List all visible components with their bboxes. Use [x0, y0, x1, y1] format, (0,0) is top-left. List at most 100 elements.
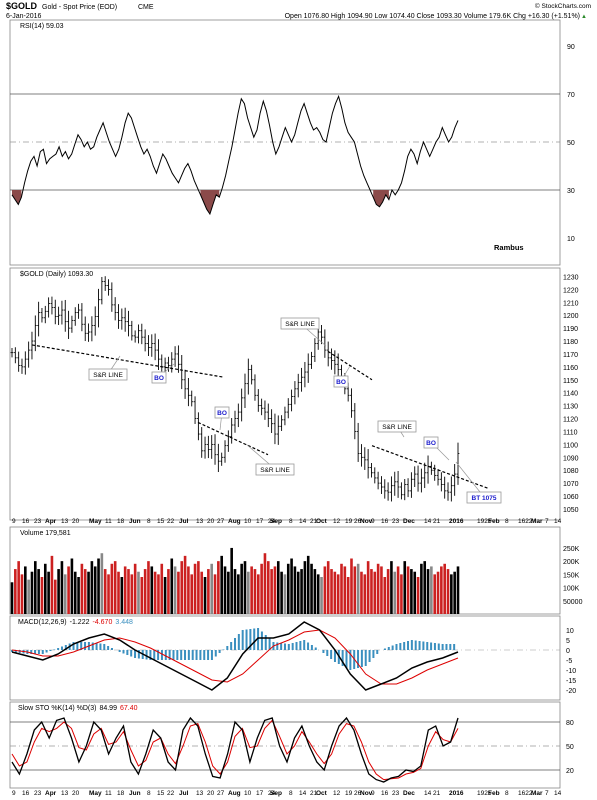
x-axis-label: 21 — [310, 518, 318, 525]
macd-histogram-bar — [180, 650, 183, 660]
price-tick-label: 1110 — [563, 429, 578, 436]
volume-bar — [240, 563, 243, 614]
macd-histogram-bar — [84, 642, 87, 650]
volume-bar — [217, 561, 220, 614]
volume-bar — [346, 577, 350, 614]
macd-histogram-bar — [422, 641, 425, 650]
macd-histogram-bar — [426, 642, 429, 650]
macd-histogram-bar — [299, 641, 302, 650]
volume-bar — [446, 569, 450, 614]
macd-histogram-bar — [210, 650, 213, 660]
x-axis-label: Nov — [360, 518, 373, 525]
macd-histogram-bar — [260, 631, 263, 650]
rsi-title: RSI(14) 59.03 — [20, 23, 64, 30]
macd-histogram-bar — [218, 650, 221, 653]
volume-bar — [353, 566, 357, 614]
volume-bar — [370, 569, 373, 614]
macd-histogram-bar — [34, 650, 37, 654]
stochastic-k-line — [11, 716, 459, 783]
volume-bar — [306, 555, 310, 614]
x-axis-label: 12 — [333, 518, 341, 525]
volume-bar — [127, 569, 130, 614]
macd-histogram-bar — [118, 650, 121, 652]
x-axis-label: 11 — [105, 790, 112, 797]
macd-histogram-bar — [322, 650, 325, 653]
volume-tick-label: 100K — [563, 586, 580, 593]
volume-bar — [107, 574, 110, 614]
volume-bar — [97, 558, 100, 614]
volume-bar — [83, 569, 87, 614]
volume-bar — [260, 563, 263, 614]
macd-histogram-bar — [276, 642, 279, 650]
volume-bar — [363, 574, 367, 614]
price-tick-label: 1130 — [563, 404, 578, 411]
macd-histogram-bar — [176, 650, 179, 660]
macd-histogram-bar — [153, 650, 156, 660]
volume-bar — [273, 566, 277, 614]
volume-bar — [147, 561, 150, 614]
price-tick-label: 1140 — [563, 391, 578, 398]
volume-bar — [296, 571, 300, 614]
volume-bar — [316, 574, 320, 614]
x-axis-label: 13 — [61, 790, 69, 797]
macd-hist-value: 3.448 — [115, 619, 133, 626]
x-axis-label: 17 — [256, 790, 264, 797]
volume-bar — [220, 555, 223, 614]
volume-bar — [190, 574, 194, 614]
macd-histogram-bar — [287, 644, 290, 650]
macd-histogram-bar — [368, 650, 371, 662]
macd-histogram-bar — [414, 640, 417, 650]
macd-histogram-bar — [310, 645, 313, 650]
volume-bar — [383, 577, 387, 614]
rsi-oversold-fill — [200, 190, 220, 214]
volume-bar — [286, 563, 290, 614]
x-axis-label: 23 — [34, 518, 42, 525]
stochastic-k-value: 84.99 — [99, 705, 117, 712]
x-axis-label: 14 — [424, 518, 432, 525]
stochastic-panel — [9, 701, 561, 789]
macd-histogram-bar — [149, 650, 152, 660]
volume-bar — [237, 574, 240, 614]
volume-bar — [130, 574, 134, 614]
macd-histogram-bar — [203, 650, 206, 660]
price-tick-label: 1080 — [563, 468, 579, 475]
macd-histogram-bar — [157, 650, 160, 660]
volume-bar — [117, 571, 120, 614]
up-arrow-icon: ▲ — [581, 14, 587, 20]
sr-line-annotation-box — [377, 420, 417, 433]
macd-value: -1.222 — [70, 619, 90, 626]
x-axis-label: 16 — [22, 518, 30, 525]
rsi-panel — [9, 19, 561, 266]
macd-histogram-bar — [445, 644, 448, 650]
volume-bar — [420, 563, 423, 614]
x-axis-label: 2016 — [449, 518, 464, 525]
price-tick-label: 1100 — [563, 442, 578, 449]
volume-bar — [200, 571, 204, 614]
volume-bar — [24, 566, 27, 614]
volume-tick-label: 200K — [563, 559, 580, 566]
volume-bar — [110, 563, 114, 614]
x-axis-label: 21 — [433, 518, 441, 525]
volume-bar — [153, 571, 157, 614]
volume-bar — [433, 574, 437, 614]
macd-histogram-bar — [364, 650, 367, 666]
rsi-oversold-fill — [12, 190, 22, 205]
volume-bar — [14, 569, 17, 614]
macd-histogram-bar — [41, 650, 44, 654]
x-axis-label: 11 — [105, 518, 112, 525]
volume-bar — [70, 558, 74, 614]
price-tick-label: 1230 — [563, 274, 579, 281]
volume-bar — [50, 555, 54, 614]
macd-histogram-bar — [49, 650, 52, 651]
macd-histogram-bar — [449, 644, 452, 650]
volume-bar — [60, 561, 64, 614]
breakout-annotation-label: BO — [217, 410, 227, 417]
sr-trend-line — [327, 350, 373, 381]
x-axis-label: 8 — [147, 790, 151, 797]
volume-bar — [396, 566, 400, 614]
x-axis-label: 13 — [196, 790, 204, 797]
macd-histogram-bar — [99, 643, 102, 650]
volume-title: Volume 179,581 — [20, 530, 71, 537]
macd-histogram-bar — [184, 650, 187, 660]
volume-bar — [340, 563, 343, 614]
